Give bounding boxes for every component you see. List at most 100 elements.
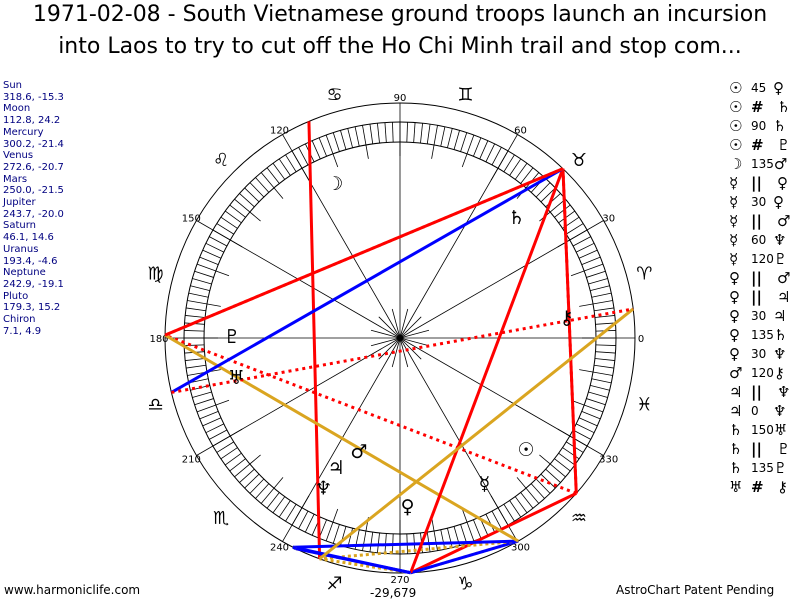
degree-tick <box>194 270 214 278</box>
degree-tick <box>545 468 561 483</box>
spoke-line <box>399 337 604 456</box>
aspect-line-mercury-neptune <box>292 539 519 549</box>
degree-tick <box>347 128 353 148</box>
aspect-list: ☉ 45 ♀ ☉ # ♄ ☉ 90 ♄ ☉ # ♇ ☽ 135 ♂ ☿ || ♀ ☿ 30 ♀ ☿ || ♂ ☿ 60 ♆ ☿ 120 ♇… <box>729 79 790 497</box>
degree-tick <box>229 458 246 472</box>
degree-tick <box>325 508 339 542</box>
planet-glyph-icon: ♆ <box>773 231 787 249</box>
planet-glyph-icon: ♄ <box>729 440 743 458</box>
spoke-line <box>399 134 518 339</box>
degree-tick <box>514 163 528 180</box>
degree-tick <box>520 167 534 184</box>
aspect-line-mercury-pluto <box>164 333 519 543</box>
degree-tick <box>209 236 228 247</box>
degree-tick <box>249 182 265 198</box>
zodiac-sign-icon: ♋ <box>326 85 342 106</box>
degree-tick <box>340 130 347 150</box>
degree-tick <box>216 441 234 453</box>
degree-tick <box>216 223 234 235</box>
center-star-line <box>399 329 430 339</box>
planet-coords: 243.7, -20.0 <box>3 208 64 220</box>
center-star-line <box>378 316 401 339</box>
degree-tick <box>255 483 270 499</box>
degree-tick <box>535 182 551 198</box>
degree-tick <box>278 500 291 518</box>
degree-tick <box>595 351 616 354</box>
aspect-value: || <box>751 440 762 458</box>
aspect-value: 120 <box>751 252 774 266</box>
aspect-value: || <box>751 212 762 230</box>
degree-tick <box>234 198 261 222</box>
planet-glyph-icon: ♃ <box>729 402 743 420</box>
aspect-row: ☉ 45 ♀ <box>729 79 790 98</box>
spoke-line <box>399 337 518 542</box>
degree-tick <box>392 122 394 143</box>
degree-label: 330 <box>599 455 618 466</box>
degree-tick <box>588 391 608 398</box>
bottom-value: -29,679 <box>370 586 417 600</box>
degree-tick <box>244 187 260 203</box>
venus-glyph-icon: ♀ <box>401 496 415 518</box>
degree-tick <box>590 285 610 291</box>
degree-tick <box>594 364 614 369</box>
planet-coords: 250.0, -21.5 <box>3 185 64 197</box>
degree-tick <box>440 529 446 550</box>
aspect-row: ☿ 30 ♀ <box>729 193 790 212</box>
planet-coords: 318.6, -15.3 <box>3 91 64 103</box>
degree-tick <box>384 122 387 143</box>
aspect-line-mercury-venus <box>410 539 519 575</box>
planet-glyph-icon: ☿ <box>729 212 739 230</box>
degree-tick <box>586 398 606 406</box>
degree-tick <box>369 532 374 552</box>
planet-glyph-icon: ♅ <box>729 478 743 496</box>
degree-tick <box>460 132 468 152</box>
aspect-row: ♀ || ♂ <box>729 269 790 288</box>
degree-tick <box>377 532 380 553</box>
degree-tick <box>420 123 423 144</box>
planet-glyph-icon: ♂ <box>773 155 788 173</box>
aspect-value: || <box>751 174 762 192</box>
degree-tick <box>285 504 297 522</box>
aspect-row: ♀ 30 ♆ <box>729 345 790 364</box>
degree-tick <box>184 344 205 346</box>
saturn-glyph-icon: ♄ <box>508 207 525 229</box>
degree-tick <box>595 344 616 346</box>
degree-label: 270 <box>390 575 409 586</box>
degree-tick <box>461 508 475 542</box>
website-link[interactable]: www.harmoniclife.com <box>4 583 141 597</box>
degree-tick <box>570 399 604 413</box>
planet-coords: 179.3, 15.2 <box>3 302 61 314</box>
zodiac-sign-icon: ♌ <box>213 150 229 171</box>
degree-tick <box>558 452 575 466</box>
planet-glyph-icon: ♀ <box>729 269 740 287</box>
degree-label: 180 <box>149 334 168 345</box>
degree-tick <box>516 477 540 504</box>
degree-tick <box>473 137 482 157</box>
jupiter-glyph-icon: ♃ <box>328 457 345 479</box>
planet-glyph-icon: ♇ <box>773 459 788 477</box>
degree-tick <box>575 423 595 434</box>
aspect-row: ☉ 90 ♄ <box>729 117 790 136</box>
aspect-value: # <box>751 478 764 496</box>
degree-tick <box>570 263 604 277</box>
planet-glyph-icon: ⚷ <box>777 478 788 496</box>
degree-label: 60 <box>514 125 527 136</box>
planet-glyph-icon: ♇ <box>777 440 791 458</box>
degree-label: 90 <box>394 93 407 104</box>
degree-tick <box>199 256 219 265</box>
degree-tick <box>579 369 613 376</box>
degree-label: 240 <box>270 543 289 554</box>
degree-tick <box>184 330 205 332</box>
degree-tick <box>520 492 534 509</box>
planet-coords: 300.2, -21.4 <box>3 138 64 150</box>
aspect-row: ♃ 0 ♆ <box>729 402 790 421</box>
aspect-row: ♀ 30 ♃ <box>729 307 790 326</box>
degree-tick <box>594 315 615 318</box>
degree-tick <box>266 492 280 509</box>
aspect-row: ☉ # ♄ <box>729 98 790 117</box>
aspect-row: ♃ || ♆ <box>729 383 790 402</box>
degree-tick <box>185 358 206 361</box>
degree-tick <box>234 454 261 478</box>
aspect-row: ☉ # ♇ <box>729 136 790 155</box>
